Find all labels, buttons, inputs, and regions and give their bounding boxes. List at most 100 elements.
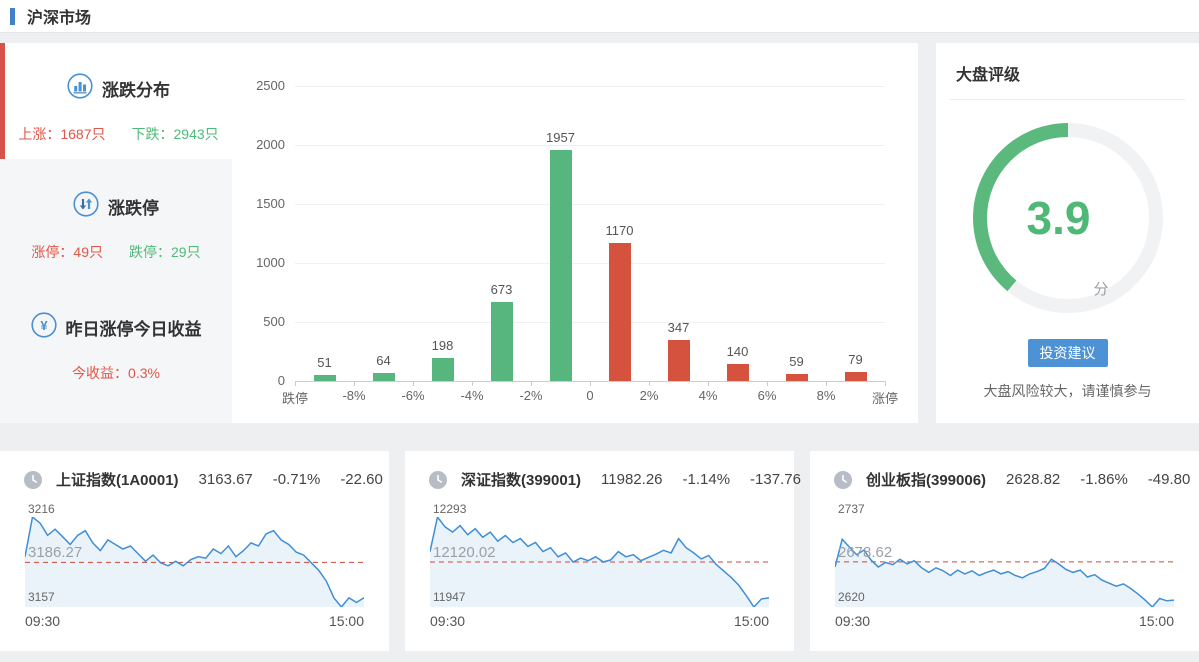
market-overview-card: 涨跌分布 上涨：1687只 下跌：2943只 xyxy=(0,43,918,423)
index-change: -137.76 xyxy=(750,471,801,488)
chart-high-label: 12293 xyxy=(433,502,467,516)
index-change: -49.80 xyxy=(1147,471,1191,488)
investment-advice-button[interactable]: 投资建议 xyxy=(1027,339,1108,367)
chart-low-label: 3157 xyxy=(28,590,55,604)
page-title: 沪深市场 xyxy=(27,10,92,27)
chart-time-start: 09:30 xyxy=(835,613,871,629)
index-intraday-chart: 2737 2678.62 2620 xyxy=(835,502,1174,607)
y-tick-label: 2000 xyxy=(256,137,285,152)
chart-high-label: 2737 xyxy=(838,502,865,516)
rating-gauge-inner xyxy=(986,137,1149,299)
grid-line xyxy=(295,145,885,146)
svg-text:¥: ¥ xyxy=(40,318,48,333)
chart-low-label: 2620 xyxy=(838,590,865,604)
chart-time-start: 09:30 xyxy=(430,613,466,629)
y-tick-label: 2500 xyxy=(256,78,285,93)
stat-section-title: 涨跌停 xyxy=(108,199,159,218)
stat-section-title: 昨日涨停今日收益 xyxy=(65,320,202,339)
grid-line xyxy=(295,263,885,264)
clock-icon xyxy=(834,470,852,489)
bar-value-label: 673 xyxy=(490,281,513,297)
chart-area-fill xyxy=(25,517,364,607)
stats-gray-block: 涨跌停 涨停：49只 跌停：29只 ¥ xyxy=(0,159,232,423)
bar xyxy=(785,374,808,381)
bar xyxy=(549,150,572,381)
index-price: 11982.26 xyxy=(601,471,663,488)
stats-sidebar: 涨跌分布 上涨：1687只 下跌：2943只 xyxy=(0,43,232,423)
header-accent-bar xyxy=(10,7,15,25)
index-name: 深证指数(399001) xyxy=(461,472,582,489)
rating-title: 大盘评级 xyxy=(956,67,1021,84)
limit-up-count: 涨停：49只 xyxy=(31,244,103,260)
price-line xyxy=(430,517,769,607)
bar xyxy=(608,242,631,381)
rating-score-unit: 分 xyxy=(1093,281,1109,298)
bar-value-label: 198 xyxy=(431,337,454,353)
bar-value-label: 1170 xyxy=(605,222,634,238)
bar xyxy=(726,364,749,381)
price-line xyxy=(835,537,1174,607)
axis-tick xyxy=(295,381,296,386)
market-rating-card: 大盘评级 3.9 分 投资建议 大盘风险较大，请谨慎参与 xyxy=(936,43,1199,423)
bar-chart-icon xyxy=(67,73,93,104)
axis-tick xyxy=(708,381,709,386)
chart-low-label: 11947 xyxy=(433,590,466,604)
clock-icon xyxy=(429,470,447,489)
chart-time-end: 15:00 xyxy=(733,613,769,629)
axis-tick xyxy=(413,381,414,386)
limit-down-count: 跌停：29只 xyxy=(129,244,201,260)
x-tick-label: 涨停 xyxy=(871,391,899,406)
rating-score: 3.9 xyxy=(1026,192,1091,244)
axis-tick xyxy=(649,381,650,386)
price-line xyxy=(25,517,364,607)
x-tick-label: 2% xyxy=(639,388,659,403)
page-header: 沪深市场 xyxy=(0,0,1199,33)
axis-tick xyxy=(826,381,827,386)
down-count: 下跌：2943只 xyxy=(131,126,219,142)
rating-gauge: 3.9 分 xyxy=(972,123,1163,313)
bar xyxy=(844,371,867,381)
grid-line xyxy=(295,86,885,87)
index-card-shanghai[interactable]: 上证指数(1A0001) 3163.67 -0.71% -22.60 3216 … xyxy=(0,451,389,651)
chart-area-fill xyxy=(430,517,769,607)
x-tick-label: 4% xyxy=(698,388,718,403)
axis-tick xyxy=(590,381,591,386)
x-tick-label: -2% xyxy=(519,388,543,403)
bar xyxy=(372,373,395,381)
axis-tick xyxy=(531,381,532,386)
index-change-percent: -0.71% xyxy=(272,471,321,488)
chart-prev-close-label: 3186.27 xyxy=(28,544,83,562)
divider xyxy=(950,99,1185,100)
up-down-arrows-icon xyxy=(73,191,99,222)
bar-value-label: 51 xyxy=(317,354,332,370)
bar-value-label: 140 xyxy=(726,344,749,360)
index-card-chinext[interactable]: 创业板指(399006) 2628.82 -1.86% -49.80 2737 … xyxy=(810,451,1199,651)
x-tick-label: -6% xyxy=(401,388,425,403)
grid-line xyxy=(295,204,885,205)
clock-icon xyxy=(24,470,42,489)
chart-time-end: 15:00 xyxy=(1138,613,1174,629)
bar xyxy=(313,374,336,381)
bar xyxy=(490,301,513,381)
index-name: 创业板指(399006) xyxy=(866,472,987,489)
x-tick-label: 8% xyxy=(816,388,836,403)
bar-value-label: 347 xyxy=(667,320,690,336)
chart-high-label: 3216 xyxy=(28,502,55,516)
x-tick-label: 跌停 xyxy=(281,391,309,406)
stat-section-distribution: 涨跌分布 上涨：1687只 下跌：2943只 xyxy=(0,43,232,159)
bar-value-label: 1957 xyxy=(546,130,575,146)
index-card-shenzhen[interactable]: 深证指数(399001) 11982.26 -1.14% -137.76 122… xyxy=(405,451,801,651)
y-tick-label: 500 xyxy=(263,314,285,329)
chart-time-start: 09:30 xyxy=(25,613,61,629)
x-tick-label: -8% xyxy=(342,388,366,403)
x-tick-label: 0 xyxy=(586,388,594,403)
y-tick-label: 1500 xyxy=(256,196,285,211)
stat-section-title: 涨跌分布 xyxy=(102,81,170,100)
y-tick-label: 1000 xyxy=(256,255,285,270)
axis-tick xyxy=(472,381,473,386)
index-price: 2628.82 xyxy=(1006,471,1061,488)
index-intraday-chart: 3216 3186.27 3157 xyxy=(25,502,364,607)
grid-line xyxy=(295,322,885,323)
bar xyxy=(667,340,690,381)
